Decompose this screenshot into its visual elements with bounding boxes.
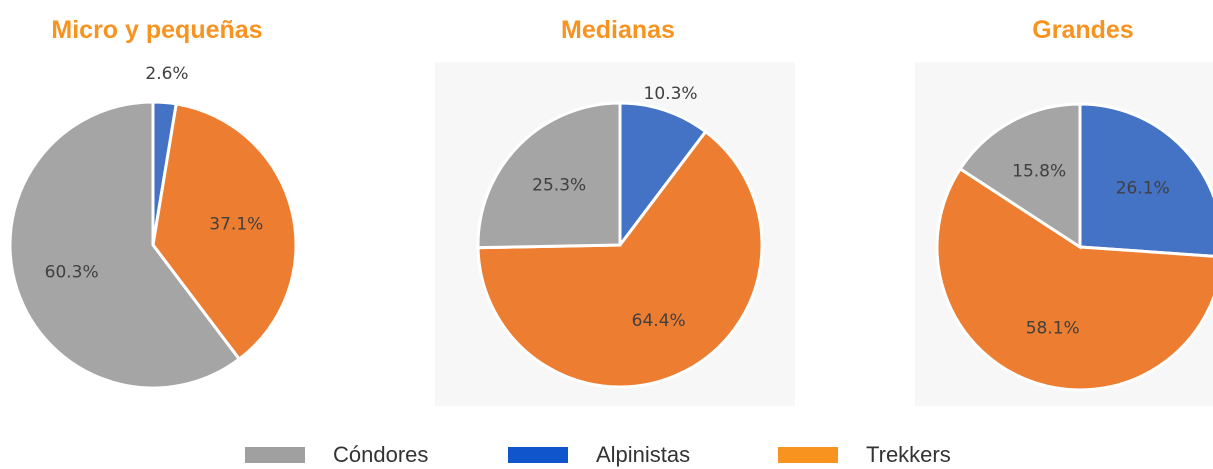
pie-slice [618,101,708,250]
chart-title: Medianas [561,16,675,44]
data-label: 10.3% [644,84,698,104]
data-label: 60.3% [45,262,99,282]
pie-slice [1078,102,1213,258]
data-label: 15.8% [1012,162,1066,182]
pie-slice [151,102,298,362]
legend-label: Trekkers [866,442,951,467]
pie-slice [935,166,1213,392]
chart-title: Grandes [1032,16,1133,44]
data-label: 26.1% [1116,178,1170,198]
data-label: 25.3% [532,175,586,195]
legend-swatch [508,447,568,463]
pie-slice [476,101,622,250]
data-label: 58.1% [1026,318,1080,338]
legend-label: Alpinistas [596,442,690,467]
data-label: 64.4% [632,311,686,331]
pie-slice [8,100,242,390]
data-label: 37.1% [209,214,263,234]
pie-slice [958,102,1082,250]
pie-slice [476,129,764,389]
chart-title: Micro y pequeñas [51,16,262,44]
legend-swatch [245,447,305,463]
data-label: 2.6% [145,64,188,84]
legend-label: Cóndores [333,442,428,467]
legend-swatch [778,447,838,463]
